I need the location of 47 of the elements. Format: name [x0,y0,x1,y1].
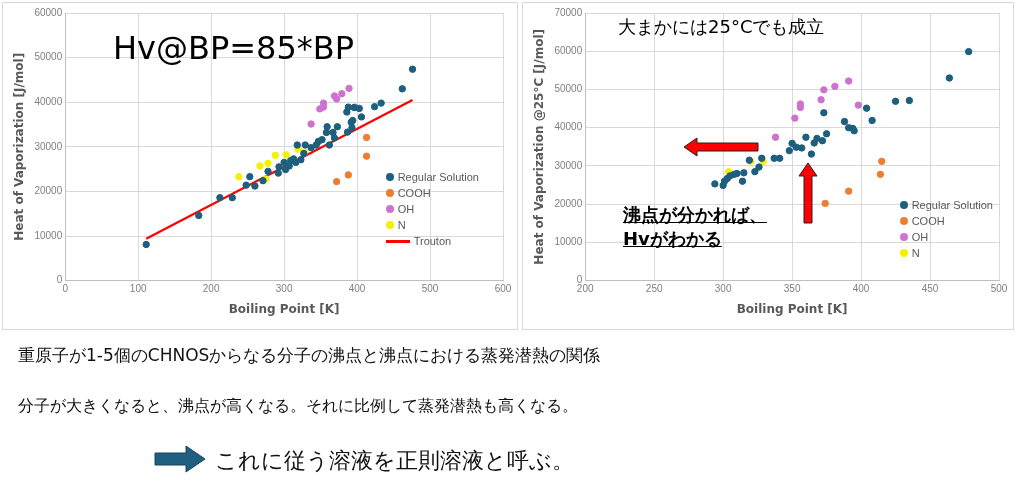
text: 重原子が1-5個のCHNOSからなる分子の沸点と沸点における蒸発潜熱の関係 [18,344,601,367]
legend-label: Trouton [413,234,452,249]
x-tick-label: 100 [129,283,147,295]
y-tick-label: 10000 [34,229,63,241]
x-tick-label: 250 [645,283,663,295]
annotation: Hv@BP=85*BP [113,29,355,67]
y-tick-label: 20000 [34,185,63,197]
y-tick-label: 0 [576,274,583,286]
y-tick-label: 40000 [34,95,63,107]
legend-label: COOH [397,186,431,201]
x-tick-label: 300 [275,283,293,295]
y-tick-label: 30000 [554,159,583,171]
x-axis-title: Boiling Point [K] [228,301,340,316]
y-tick-label: 40000 [554,121,583,133]
y-tick-label: 70000 [554,6,583,18]
x-tick-label: 400 [852,283,870,295]
y-tick-label: 50000 [554,83,583,95]
y-tick-label: 50000 [34,51,63,63]
x-tick-label: 350 [783,283,801,295]
y-tick-label: 30000 [34,140,63,152]
y-tick-label: 60000 [34,6,63,18]
y-tick-label: 60000 [554,44,583,56]
x-tick-label: 500 [421,283,439,295]
y-axis-title: Heat of Vaporization [J/mol] [12,52,27,241]
legend-label: OH [911,230,929,245]
annotation: 沸点が分かれば、 Hvがわかる [623,203,767,251]
x-tick-label: 500 [990,283,1008,295]
y-tick-label: 10000 [554,236,583,248]
y-tick-label: 0 [56,274,63,286]
legend-label: Regular Solution [397,170,479,185]
x-axis-title: Boiling Point [K] [736,301,848,316]
x-tick-label: 200 [202,283,220,295]
legend-label: OH [397,202,415,217]
x-tick-label: 600 [494,283,512,295]
legend-label: N [397,218,406,233]
legend-label: Regular Solution [911,198,993,213]
x-tick-label: 400 [348,283,366,295]
annotation: 大まかには25°Cでも成立 [618,15,825,39]
y-axis-title: Heat of Vaporization @25°C [J/mol] [532,28,547,265]
text: 分子が大きくなると、沸点が高くなる。それに比例して蒸発潜熱も高くなる。 [18,396,578,417]
legend-label: COOH [911,214,945,229]
y-tick-label: 20000 [554,197,583,209]
x-tick-label: 450 [921,283,939,295]
text: これに従う溶液を正則溶液と呼ぶ。 [215,447,574,475]
legend-label: N [911,246,920,261]
x-tick-label: 300 [714,283,732,295]
x-tick-label: 200 [576,283,594,295]
